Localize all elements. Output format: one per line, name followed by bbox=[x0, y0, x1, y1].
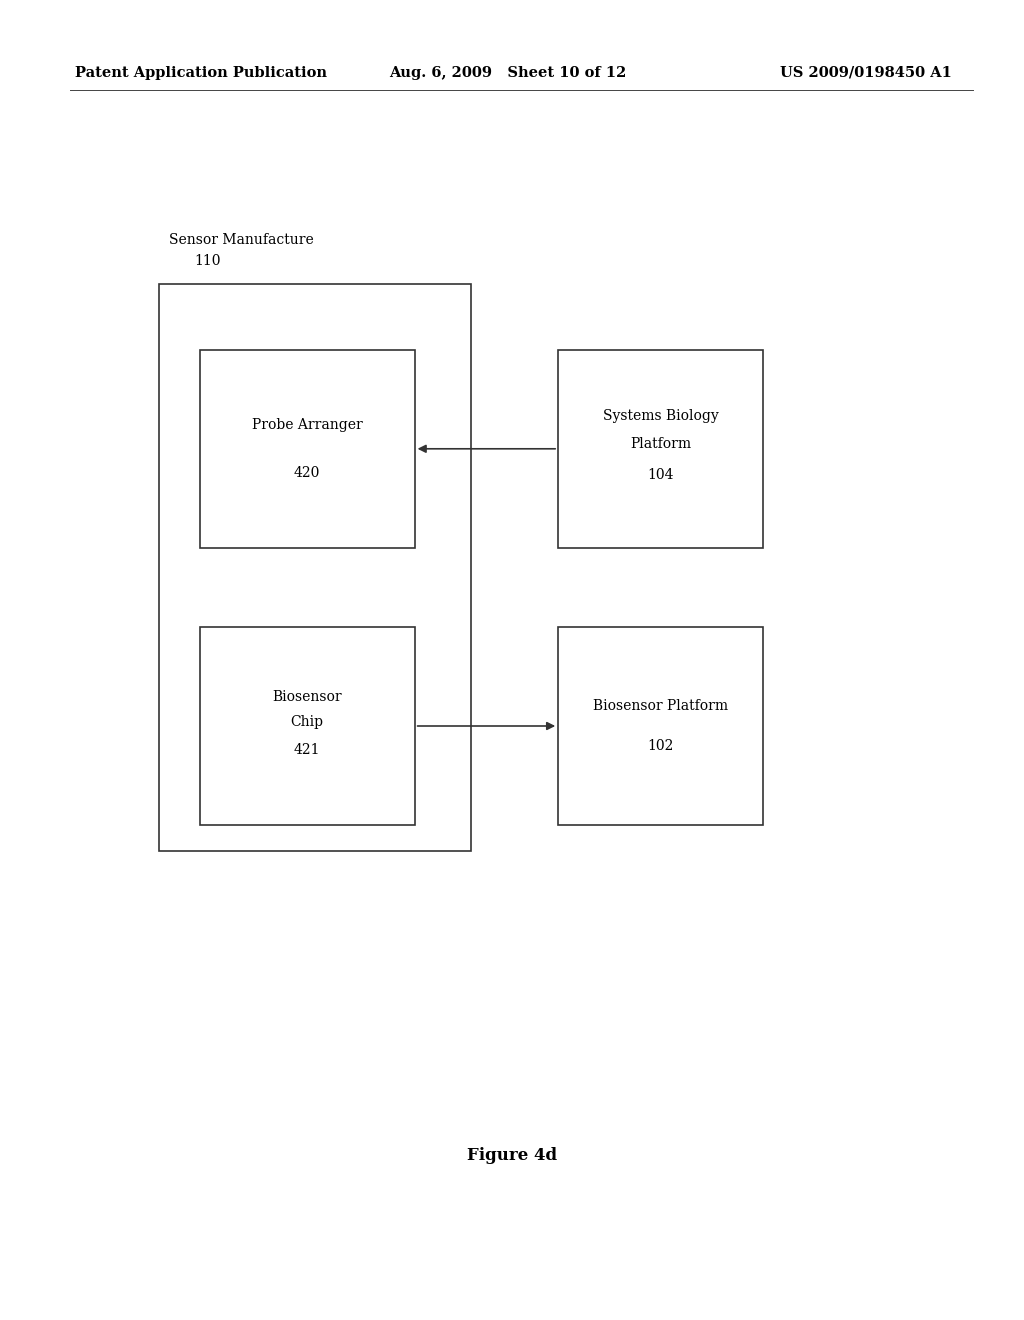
Bar bbox=[200, 350, 415, 548]
Text: 110: 110 bbox=[195, 253, 221, 268]
Text: 421: 421 bbox=[294, 743, 321, 756]
Text: Chip: Chip bbox=[291, 715, 324, 729]
Bar bbox=[159, 284, 471, 851]
Text: Biosensor Platform: Biosensor Platform bbox=[593, 700, 728, 713]
Text: Platform: Platform bbox=[630, 437, 691, 450]
Text: 102: 102 bbox=[647, 739, 674, 752]
Text: Aug. 6, 2009   Sheet 10 of 12: Aug. 6, 2009 Sheet 10 of 12 bbox=[389, 66, 627, 79]
Text: US 2009/0198450 A1: US 2009/0198450 A1 bbox=[780, 66, 952, 79]
Text: 104: 104 bbox=[647, 469, 674, 482]
Bar bbox=[558, 627, 763, 825]
Bar bbox=[558, 350, 763, 548]
Text: Figure 4d: Figure 4d bbox=[467, 1147, 557, 1163]
Text: Probe Arranger: Probe Arranger bbox=[252, 418, 362, 432]
Text: Biosensor: Biosensor bbox=[272, 690, 342, 704]
Text: 420: 420 bbox=[294, 466, 321, 479]
Text: Patent Application Publication: Patent Application Publication bbox=[75, 66, 327, 79]
Bar bbox=[200, 627, 415, 825]
Text: Systems Biology: Systems Biology bbox=[602, 409, 719, 422]
Text: Sensor Manufacture: Sensor Manufacture bbox=[169, 232, 313, 247]
